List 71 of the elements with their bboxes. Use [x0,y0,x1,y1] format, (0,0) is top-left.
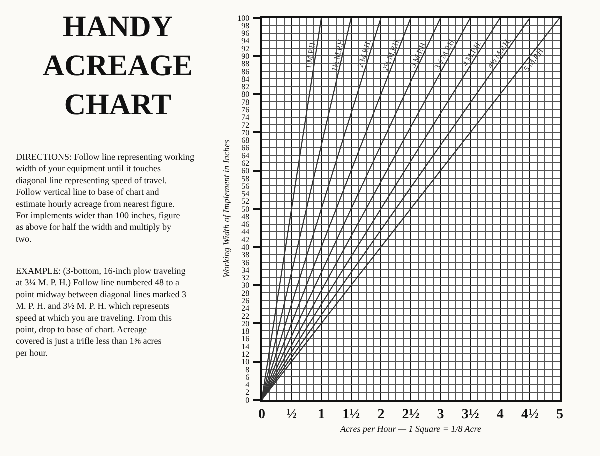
y-tick-label: 58 [242,174,250,184]
x-tick-label: 4½ [521,408,539,423]
x-tick-label: 5 [556,408,564,423]
y-tick-label: 30 [242,281,250,290]
x-tick-label: 1 [318,408,326,423]
y-tick-label: 98 [242,21,250,30]
y-tick-label: 74 [242,113,250,122]
y-tick-label: 20 [242,319,250,328]
y-tick-label: 34 [242,266,250,275]
text: HANDY ACREAGE CHART [42,10,194,122]
y-tick-label: 6 [246,372,250,382]
y-tick-label: 38 [242,250,250,260]
text: 2 M.P.H. [356,39,374,69]
x-tick-label: 2 [378,408,385,423]
y-tick-label: 70 [242,128,250,138]
y-tick-label: 62 [242,158,250,168]
y-tick-label: 52 [242,197,250,206]
y-tick-label: 82 [242,82,250,92]
y-tick-label: 8 [246,365,250,374]
x-tick-label: 3 [437,408,444,423]
y-tick-label: 88 [242,60,250,69]
y-tick-label: 22 [242,312,250,321]
y-tick-label: 100 [238,14,250,23]
y-tick-label: 96 [242,29,250,38]
y-tick-label: 46 [242,220,250,230]
text: EXAMPLE: (3-bottom, 16-inch plow traveling at 3¼ M. P. H.) Follow line numbered 48 to a point midway between diagonal lines marked 3 M. P. H. and 3½ M. P. H. which represents speed at which you are traveling. From this point, drop to base of chart. Acreage covered is just a trifle less than 1⅝ acres per hour. [16,266,187,358]
x-tick-label: ½ [286,408,298,423]
y-tick-label: 44 [242,228,250,237]
y-tick-label: 60 [242,166,250,176]
y-tick-label: 94 [242,36,250,46]
y-tick-label: 66 [242,144,250,153]
y-tick-label: 14 [242,342,250,352]
y-tick-label: 84 [242,74,250,84]
y-tick-label: 64 [242,151,250,160]
y-tick-label: 78 [242,98,250,107]
y-tick-label: 32 [242,274,250,283]
y-tick-label: 92 [242,44,250,54]
text: 1 M.P.H. [304,40,318,70]
text: 1½ M.P.H. [330,36,346,72]
x-tick-label: 2½ [402,408,420,423]
y-tick-label: 16 [242,334,250,344]
y-tick-label: 10 [242,358,250,367]
y-axis-title: Working Width of Implement in Inches [222,140,232,278]
y-tick-label: 72 [242,120,250,130]
y-tick-label: 12 [242,350,250,359]
y-tick-label: 2 [246,388,250,398]
x-tick-label: 0 [258,408,266,423]
x-tick-label: 3½ [462,408,480,423]
y-tick-label: 18 [242,327,250,336]
x-tick-label: 1½ [342,408,360,423]
y-tick-label: 50 [242,204,250,214]
y-tick-label: 40 [242,243,250,252]
y-tick-label: 26 [242,296,250,306]
y-tick-label: 56 [242,182,250,191]
y-tick-label: 80 [242,90,250,100]
y-tick-label: 54 [242,190,250,199]
y-tick-label: 42 [242,235,250,244]
y-tick-label: 48 [242,212,250,222]
text: 2½ M.P.H. [381,36,402,72]
y-tick-label: 86 [242,67,250,76]
x-axis-title: Acres per Hour — 1 Square = 1/8 Acre [340,424,482,434]
y-tick-label: 4 [246,380,250,390]
y-tick-label: 28 [242,288,250,298]
x-tick-label: 4 [496,408,504,423]
y-tick-label: 76 [242,105,250,114]
y-tick-label: 24 [242,304,250,314]
y-tick-label: 68 [242,136,250,146]
y-tick-label: 90 [242,52,250,61]
y-tick-label: 0 [246,396,250,405]
text: DIRECTIONS: Follow line representing working width of your equipment until it touches diagonal line representing speed of travel. Follow vertical line to base of chart and estimate hourly acreage from nearest figure. For implements wider than 100 inches, figure as above for half the width and multiply by two. [16,152,195,244]
y-tick-label: 36 [242,258,250,268]
